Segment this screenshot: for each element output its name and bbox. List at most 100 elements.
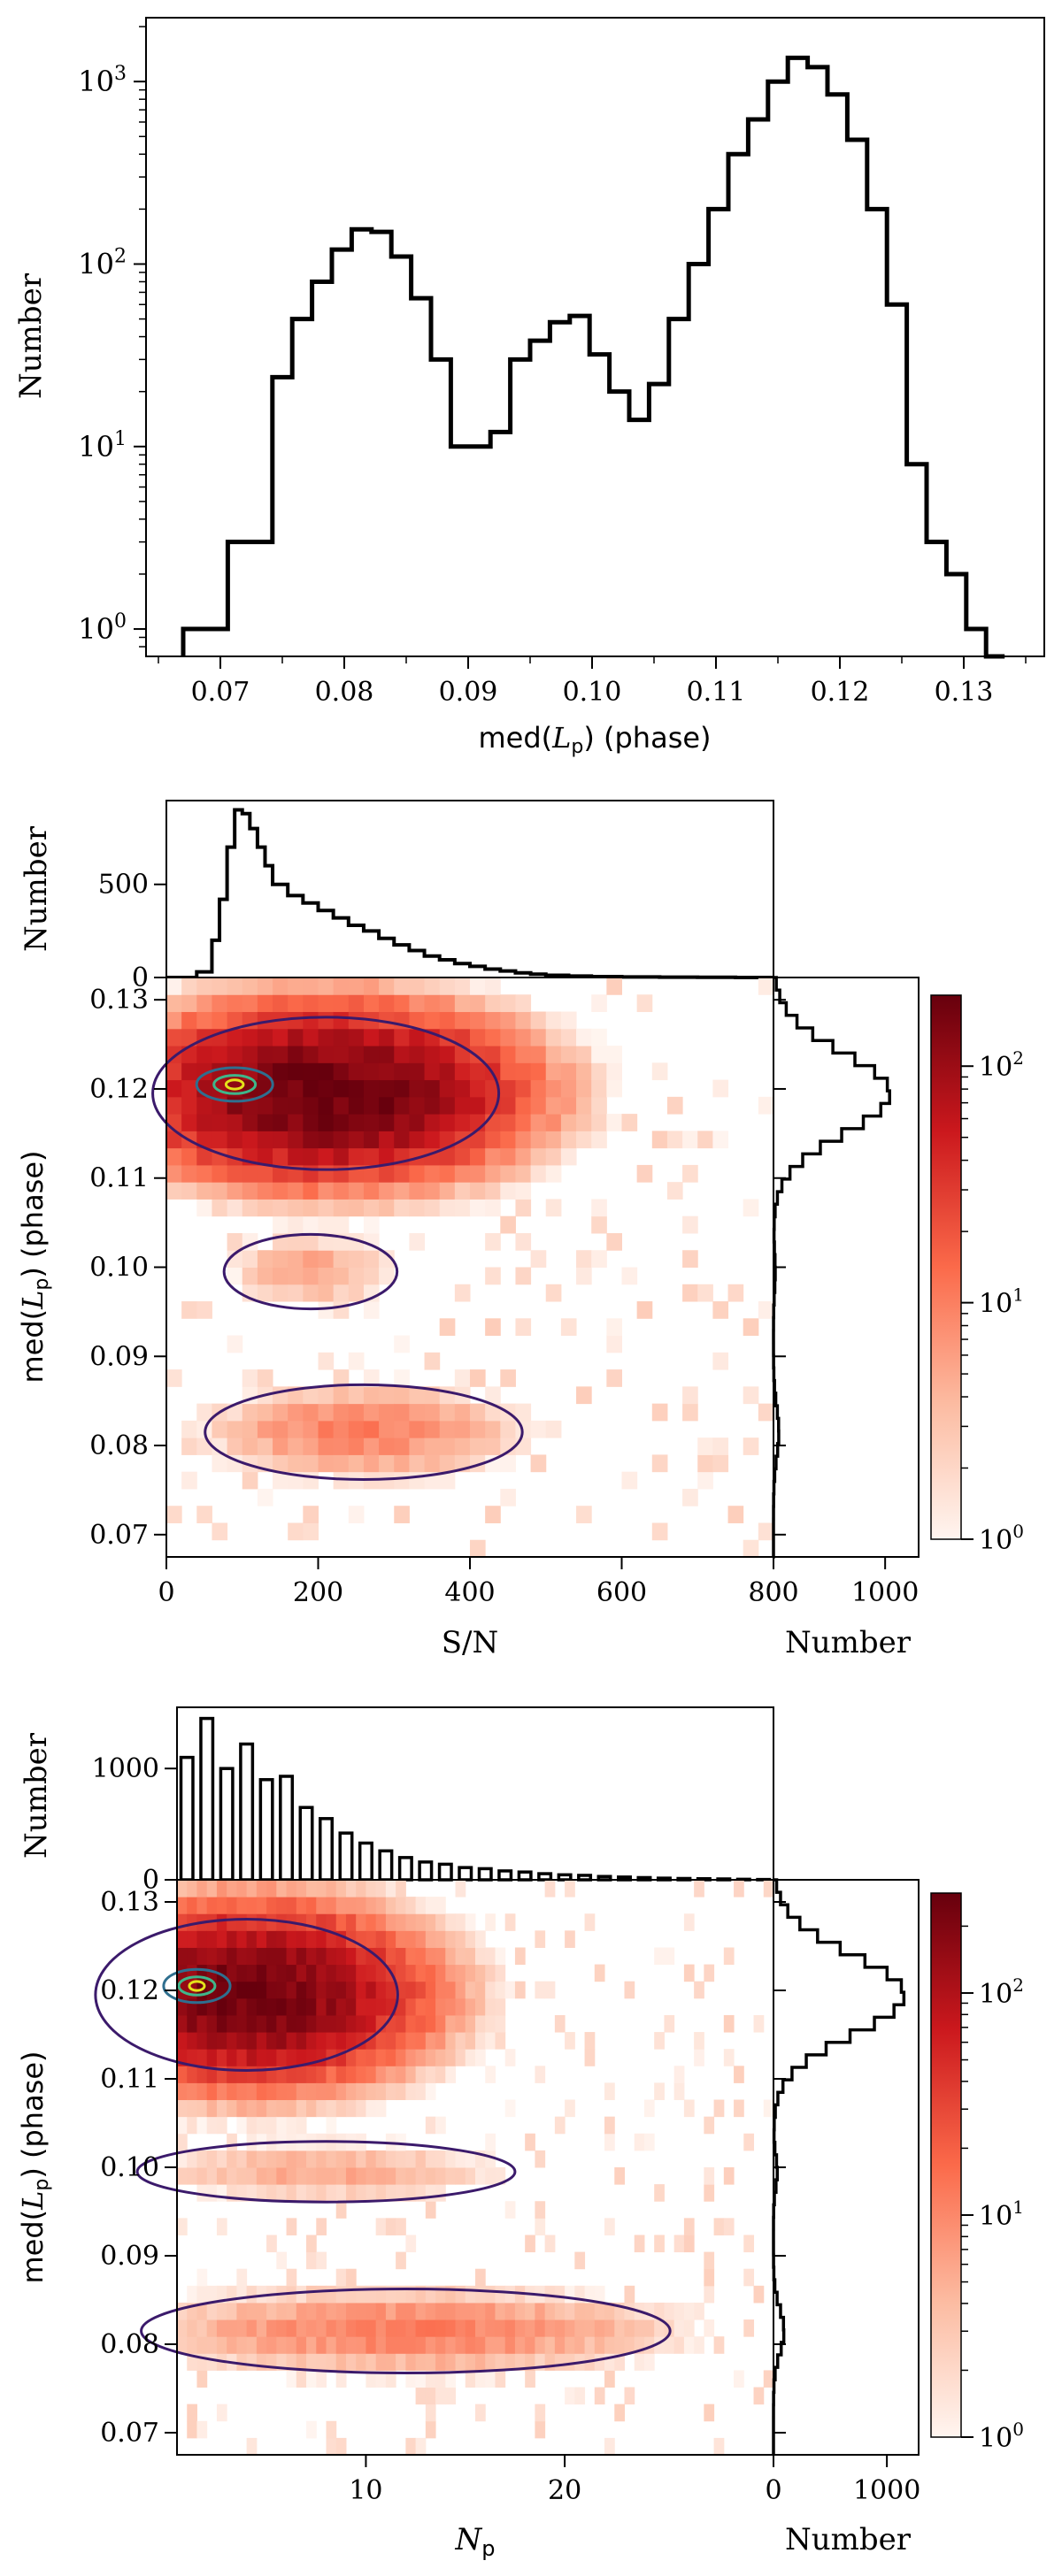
heatmap-cell	[445, 2370, 457, 2388]
heatmap-cell	[333, 1267, 350, 1285]
heatmap-cell	[606, 1232, 622, 1251]
panel-1-histogram: 0.07 0.08 0.09 0.10 0.11 0.12 0.13 10010110210…	[13, 17, 1045, 758]
heatmap-cell	[415, 1997, 427, 2016]
heatmap-cell	[316, 2082, 327, 2101]
heatmap-cell	[621, 1267, 638, 1285]
heatmap-cell	[366, 2353, 377, 2371]
histogram-bin	[530, 341, 550, 656]
heatmap-cell	[525, 2353, 535, 2371]
heatmap-cell	[396, 2167, 406, 2185]
x-tick-label: 0.11	[687, 677, 746, 708]
heatmap-cell	[565, 2302, 575, 2320]
heatmap-cell	[246, 2099, 258, 2118]
heatmap-cell	[256, 2302, 267, 2320]
top-histogram-bin	[379, 939, 394, 978]
heatmap-cell	[535, 2404, 546, 2422]
heatmap-cell	[177, 2099, 188, 2118]
heatmap-cell	[465, 1997, 476, 2016]
heatmap-cell	[439, 1011, 456, 1030]
histogram-bin	[649, 384, 668, 656]
heatmap-cell	[181, 1182, 197, 1200]
heatmap-cell	[425, 2336, 436, 2354]
heatmap-cell	[227, 1981, 237, 1999]
heatmap-cell	[363, 1147, 380, 1166]
heatmap-cell	[445, 1930, 457, 1948]
heatmap-cell	[335, 1947, 347, 1966]
heatmap-cell	[286, 2066, 297, 2083]
heatmap-cell	[591, 1199, 607, 1217]
heatmap-cell	[504, 2319, 516, 2337]
heatmap-cell	[216, 2336, 227, 2354]
top-histogram-bin	[239, 1742, 255, 1882]
heatmap-cell	[606, 1335, 622, 1353]
heatmap-cell	[445, 2336, 457, 2354]
heatmap-cell	[181, 1420, 197, 1438]
heatmap-cell	[345, 1964, 357, 1982]
heatmap-cell	[394, 1131, 410, 1149]
heatmap-cell	[196, 1438, 212, 1455]
heatmap-cell	[227, 1403, 243, 1422]
heatmap-cell	[673, 2302, 685, 2320]
heatmap-cell	[306, 2032, 317, 2050]
heatmap-cell	[514, 1981, 526, 1999]
heatmap-cell	[435, 2049, 446, 2066]
heatmap-cell	[326, 2336, 337, 2354]
heatmap-cell	[504, 2201, 516, 2219]
heatmap-cell	[375, 2302, 387, 2320]
heatmap-cell	[333, 1471, 350, 1490]
histogram-bin	[966, 629, 986, 656]
heatmap-cell	[363, 1062, 380, 1081]
heatmap-cell	[682, 1131, 698, 1149]
heatmap-cell	[257, 994, 273, 1013]
heatmap-cell	[326, 2116, 337, 2135]
heatmap-cell	[574, 2387, 586, 2405]
heatmap-cell	[424, 994, 441, 1013]
heatmap-cell	[379, 1062, 395, 1081]
heatmap-cell	[375, 2319, 387, 2337]
heatmap-cell	[242, 978, 258, 995]
heatmap-cell	[257, 1267, 273, 1285]
heatmap-cell	[216, 1981, 227, 1999]
heatmap-cell	[425, 1964, 436, 1982]
heatmap-cell	[591, 1131, 607, 1149]
heatmap-cell	[409, 1011, 426, 1030]
heatmap-cell	[673, 2066, 685, 2083]
heatmap-cell	[303, 1522, 319, 1541]
heatmap-cell	[682, 1164, 698, 1183]
heatmap-cell	[485, 2032, 496, 2050]
heatmap-cell	[664, 1947, 675, 1966]
heatmap-cell	[584, 2049, 596, 2066]
heatmap-cell	[544, 1880, 556, 1898]
heatmap-cell	[525, 2133, 535, 2151]
heatmap-cell	[333, 1114, 350, 1131]
heatmap-cell	[242, 1164, 258, 1183]
heatmap-cell	[415, 2167, 427, 2185]
heatmap-cell	[713, 2336, 725, 2354]
heatmap-cell	[515, 1267, 532, 1285]
heatmap-cell	[694, 1981, 704, 1999]
heatmap-cell	[335, 2082, 347, 2101]
heatmap-cell	[166, 1147, 182, 1166]
heatmap-cell	[335, 1880, 347, 1898]
heatmap-cell	[266, 2302, 277, 2320]
heatmap-cell	[286, 1947, 297, 1966]
heatmap-cell	[435, 1930, 446, 1948]
heatmap-cell	[256, 1981, 267, 1999]
heatmap-cell	[415, 2319, 427, 2337]
histogram-bin	[471, 447, 490, 656]
heatmap-cell	[296, 2370, 307, 2388]
heatmap-cell	[335, 2370, 347, 2388]
heatmap-cell	[303, 1506, 319, 1523]
heatmap-cell	[643, 2099, 655, 2118]
heatmap-cell	[257, 1438, 273, 1455]
heatmap-cell	[273, 1131, 289, 1149]
heatmap-cell	[187, 2014, 197, 2033]
heatmap-cell	[379, 1131, 395, 1149]
heatmap-cell	[236, 1897, 248, 1914]
heatmap-cell	[236, 2116, 248, 2135]
y-tick-label: 1000	[92, 1753, 159, 1784]
heatmap-cell	[246, 2319, 258, 2337]
heatmap-cell	[405, 1981, 417, 1999]
heatmap-cell	[621, 1114, 638, 1131]
heatmap-cell	[385, 2353, 396, 2371]
